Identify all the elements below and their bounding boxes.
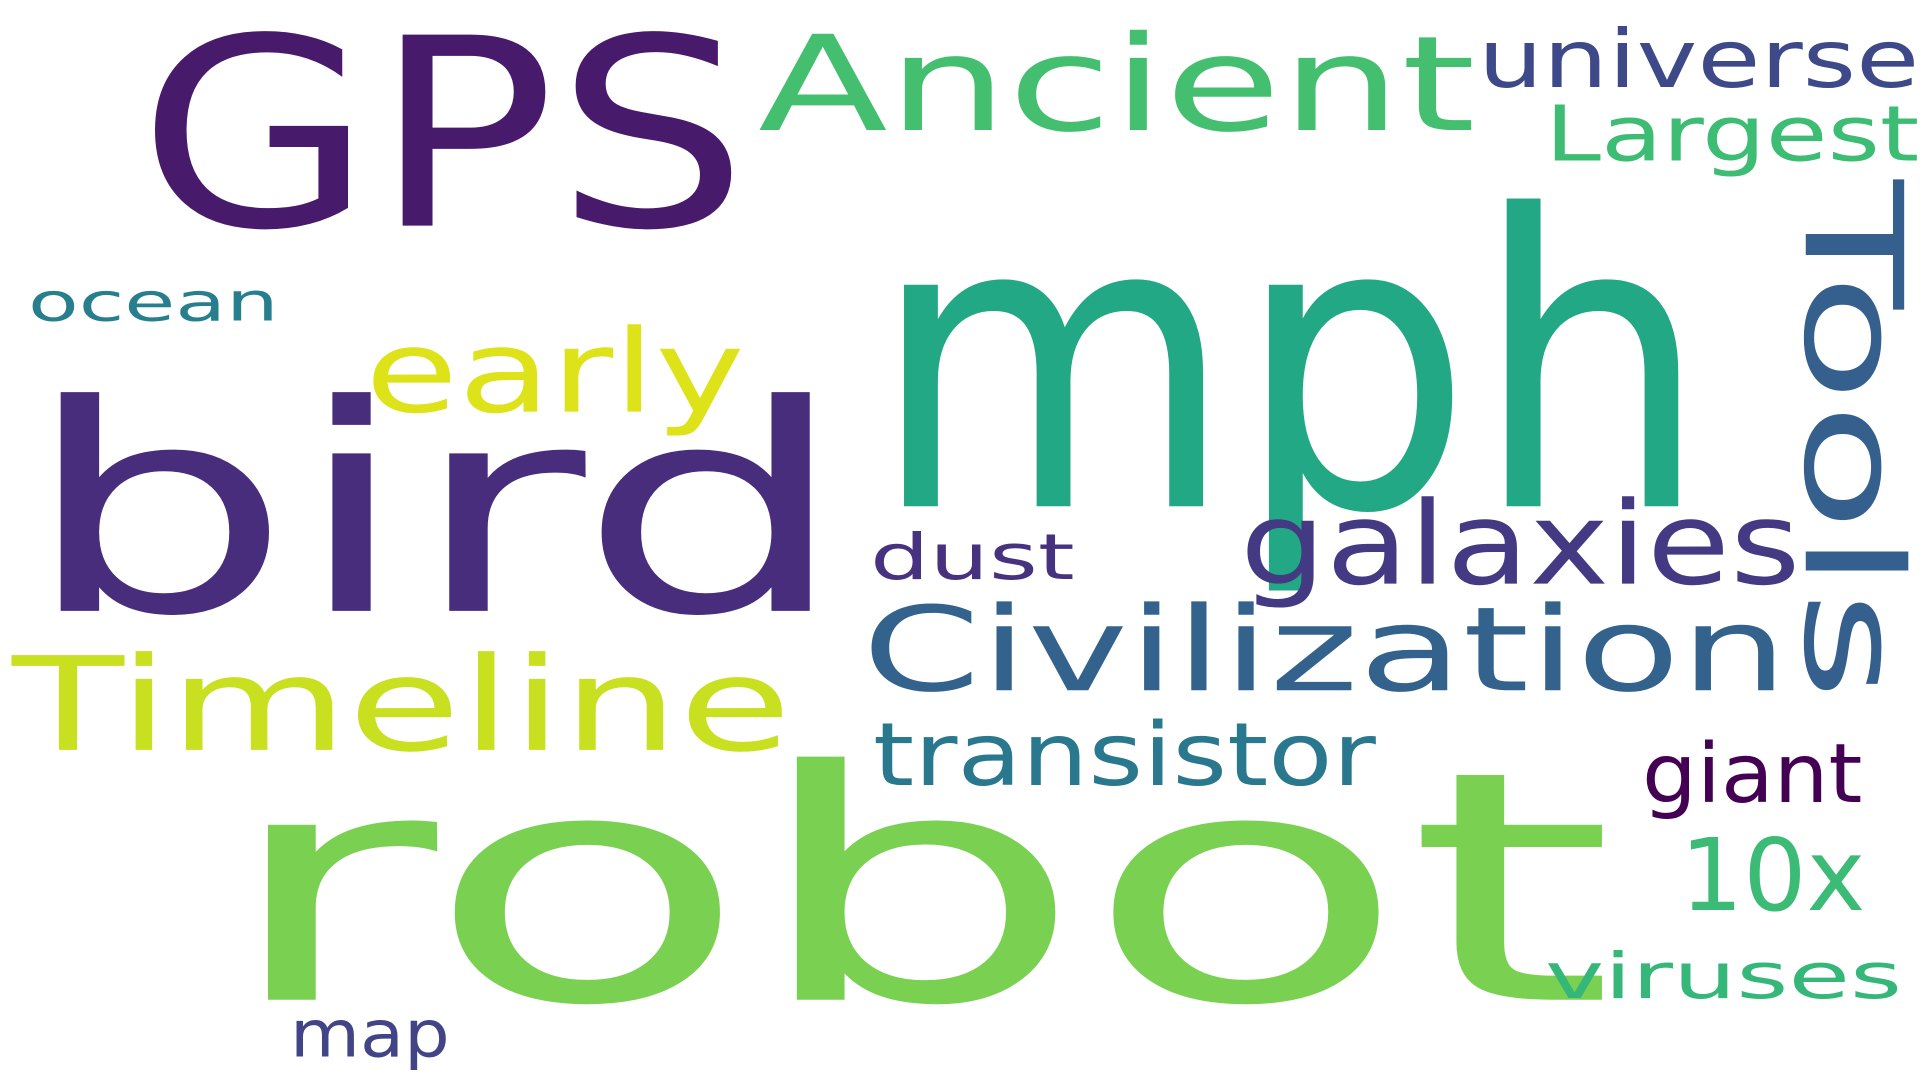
word-mph: mph <box>870 131 1711 603</box>
word-ancient: Ancient <box>758 9 1476 162</box>
word-largest: Largest <box>1545 88 1920 180</box>
word-early: early <box>365 304 745 440</box>
word-viruses: viruses <box>1545 939 1903 1014</box>
word-dust: dust <box>870 520 1075 595</box>
word-ocean: ocean <box>28 270 279 334</box>
word-map: map <box>290 995 450 1073</box>
word-bird: bird <box>22 344 849 680</box>
word-transistor: transistor <box>873 703 1376 806</box>
word-gps: GPS <box>138 0 749 288</box>
word-robot: robot <box>220 703 1615 1076</box>
word-universe: universe <box>1478 12 1920 107</box>
word-timeline: Timeline <box>12 629 792 781</box>
word-tools: Tools <box>1773 180 1920 701</box>
word-galaxies: galaxies <box>1240 476 1801 612</box>
word-ten-x: 10x <box>1680 817 1866 934</box>
word-civilization: Civilization <box>862 581 1788 719</box>
word-giant: giant <box>1642 725 1863 822</box>
